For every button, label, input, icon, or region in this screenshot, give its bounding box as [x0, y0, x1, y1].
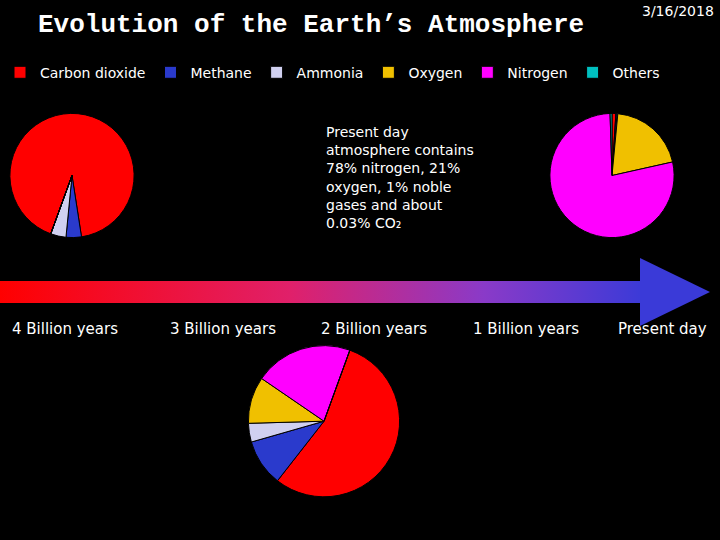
- svg-text:Nitrogen: Nitrogen: [507, 65, 567, 81]
- svg-text:2 Billion years: 2 Billion years: [321, 320, 427, 338]
- svg-text:Present dayatmosphere contains: Present dayatmosphere contains78% nitrog…: [326, 124, 474, 231]
- svg-text:4 Billion years: 4 Billion years: [12, 320, 118, 338]
- svg-text:Ammonia: Ammonia: [297, 65, 364, 81]
- svg-text:Others: Others: [613, 65, 660, 81]
- svg-text:Carbon dioxide: Carbon dioxide: [40, 65, 145, 81]
- svg-text:Oxygen: Oxygen: [408, 65, 462, 81]
- svg-text:Evolution of the Earth’s Atmos: Evolution of the Earth’s Atmosphere: [38, 10, 584, 40]
- svg-text:1 Billion years: 1 Billion years: [473, 320, 579, 338]
- svg-text:Present day: Present day: [618, 320, 707, 338]
- svg-text:Methane: Methane: [190, 65, 251, 81]
- svg-text:3 Billion years: 3 Billion years: [170, 320, 276, 338]
- svg-text:3/16/2018: 3/16/2018: [642, 3, 714, 19]
